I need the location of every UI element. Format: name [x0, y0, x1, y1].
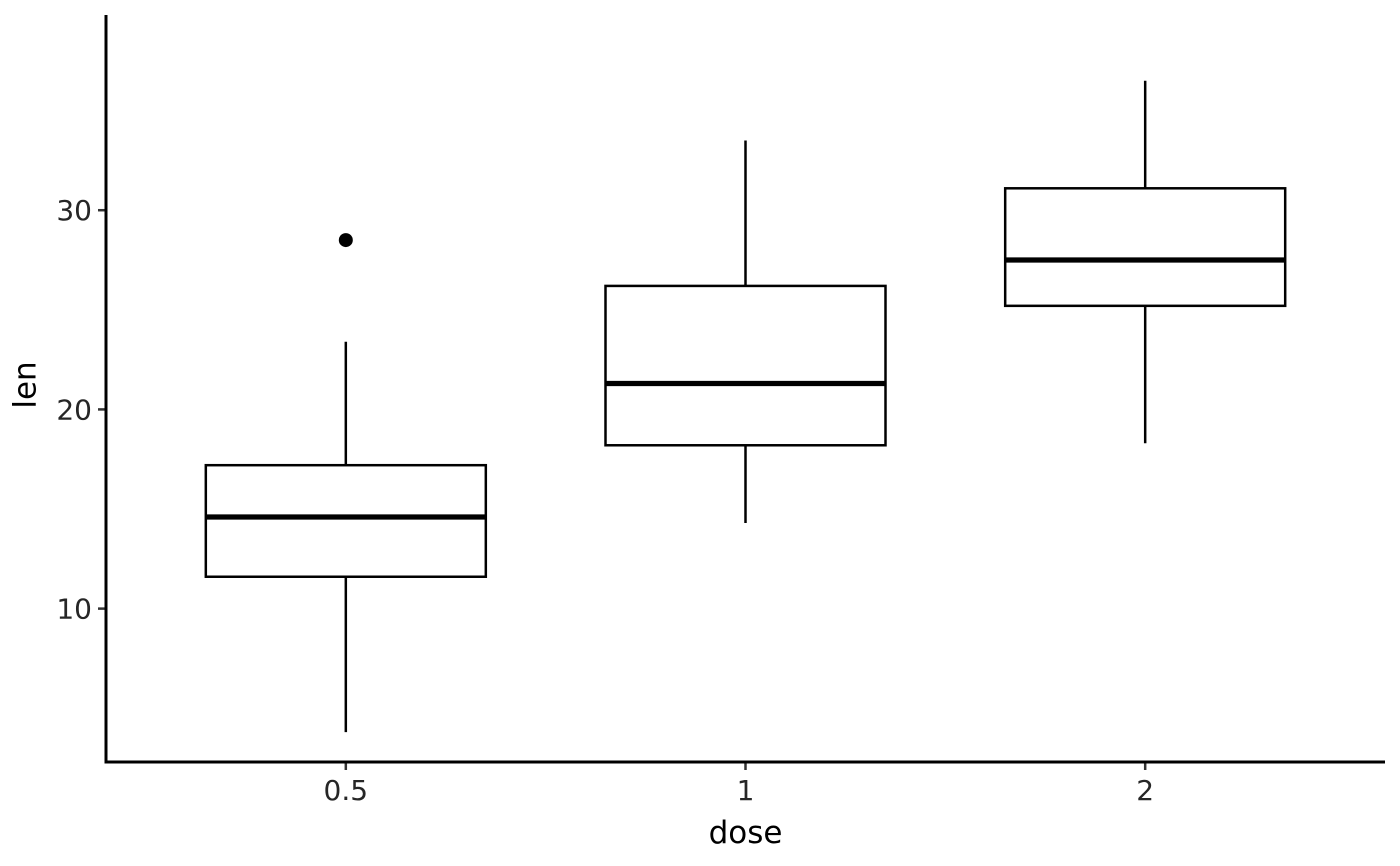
y-axis-title: len — [7, 361, 44, 409]
box-iqr — [1003, 187, 1287, 308]
x-axis-title: dose — [708, 815, 783, 851]
x-tick-label: 0.5 — [324, 774, 369, 807]
box-iqr — [204, 463, 488, 578]
y-tick-label: 10 — [56, 593, 92, 626]
y-tick-label: 30 — [56, 194, 92, 227]
y-tick-label: 20 — [56, 393, 92, 426]
x-tick-label: 2 — [1136, 774, 1154, 807]
box-iqr — [604, 284, 887, 447]
outlier-point — [338, 233, 353, 248]
x-tick-label: 1 — [737, 774, 755, 807]
